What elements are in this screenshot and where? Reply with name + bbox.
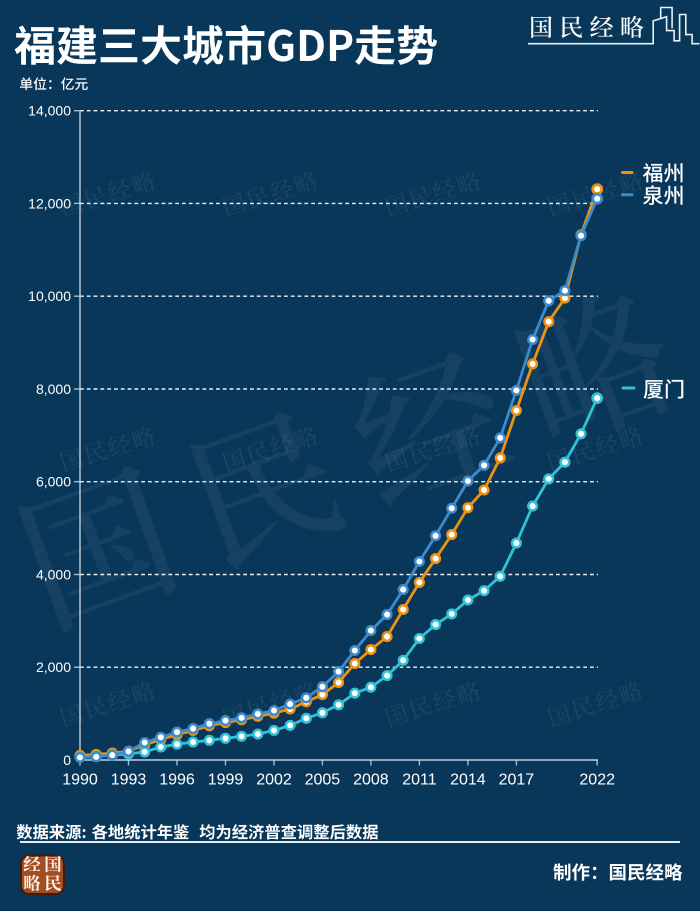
svg-text:1990: 1990 [62,772,98,789]
svg-text:4,000: 4,000 [36,567,71,583]
svg-text:10,000: 10,000 [28,288,71,304]
svg-text:8,000: 8,000 [36,381,71,397]
svg-text:2,000: 2,000 [36,659,71,675]
svg-text:1999: 1999 [208,772,244,789]
svg-text:12,000: 12,000 [28,195,71,211]
svg-text:1993: 1993 [111,772,147,789]
svg-text:2017: 2017 [499,772,535,789]
svg-text:0: 0 [63,752,71,768]
svg-text:14,000: 14,000 [28,103,71,119]
svg-text:2014: 2014 [450,772,486,789]
svg-text:1996: 1996 [159,772,195,789]
svg-text:6,000: 6,000 [36,474,71,490]
svg-text:2002: 2002 [256,772,292,789]
svg-text:2022: 2022 [579,772,615,789]
svg-text:2011: 2011 [402,772,437,789]
svg-text:2005: 2005 [305,772,341,789]
svg-text:2008: 2008 [353,772,389,789]
